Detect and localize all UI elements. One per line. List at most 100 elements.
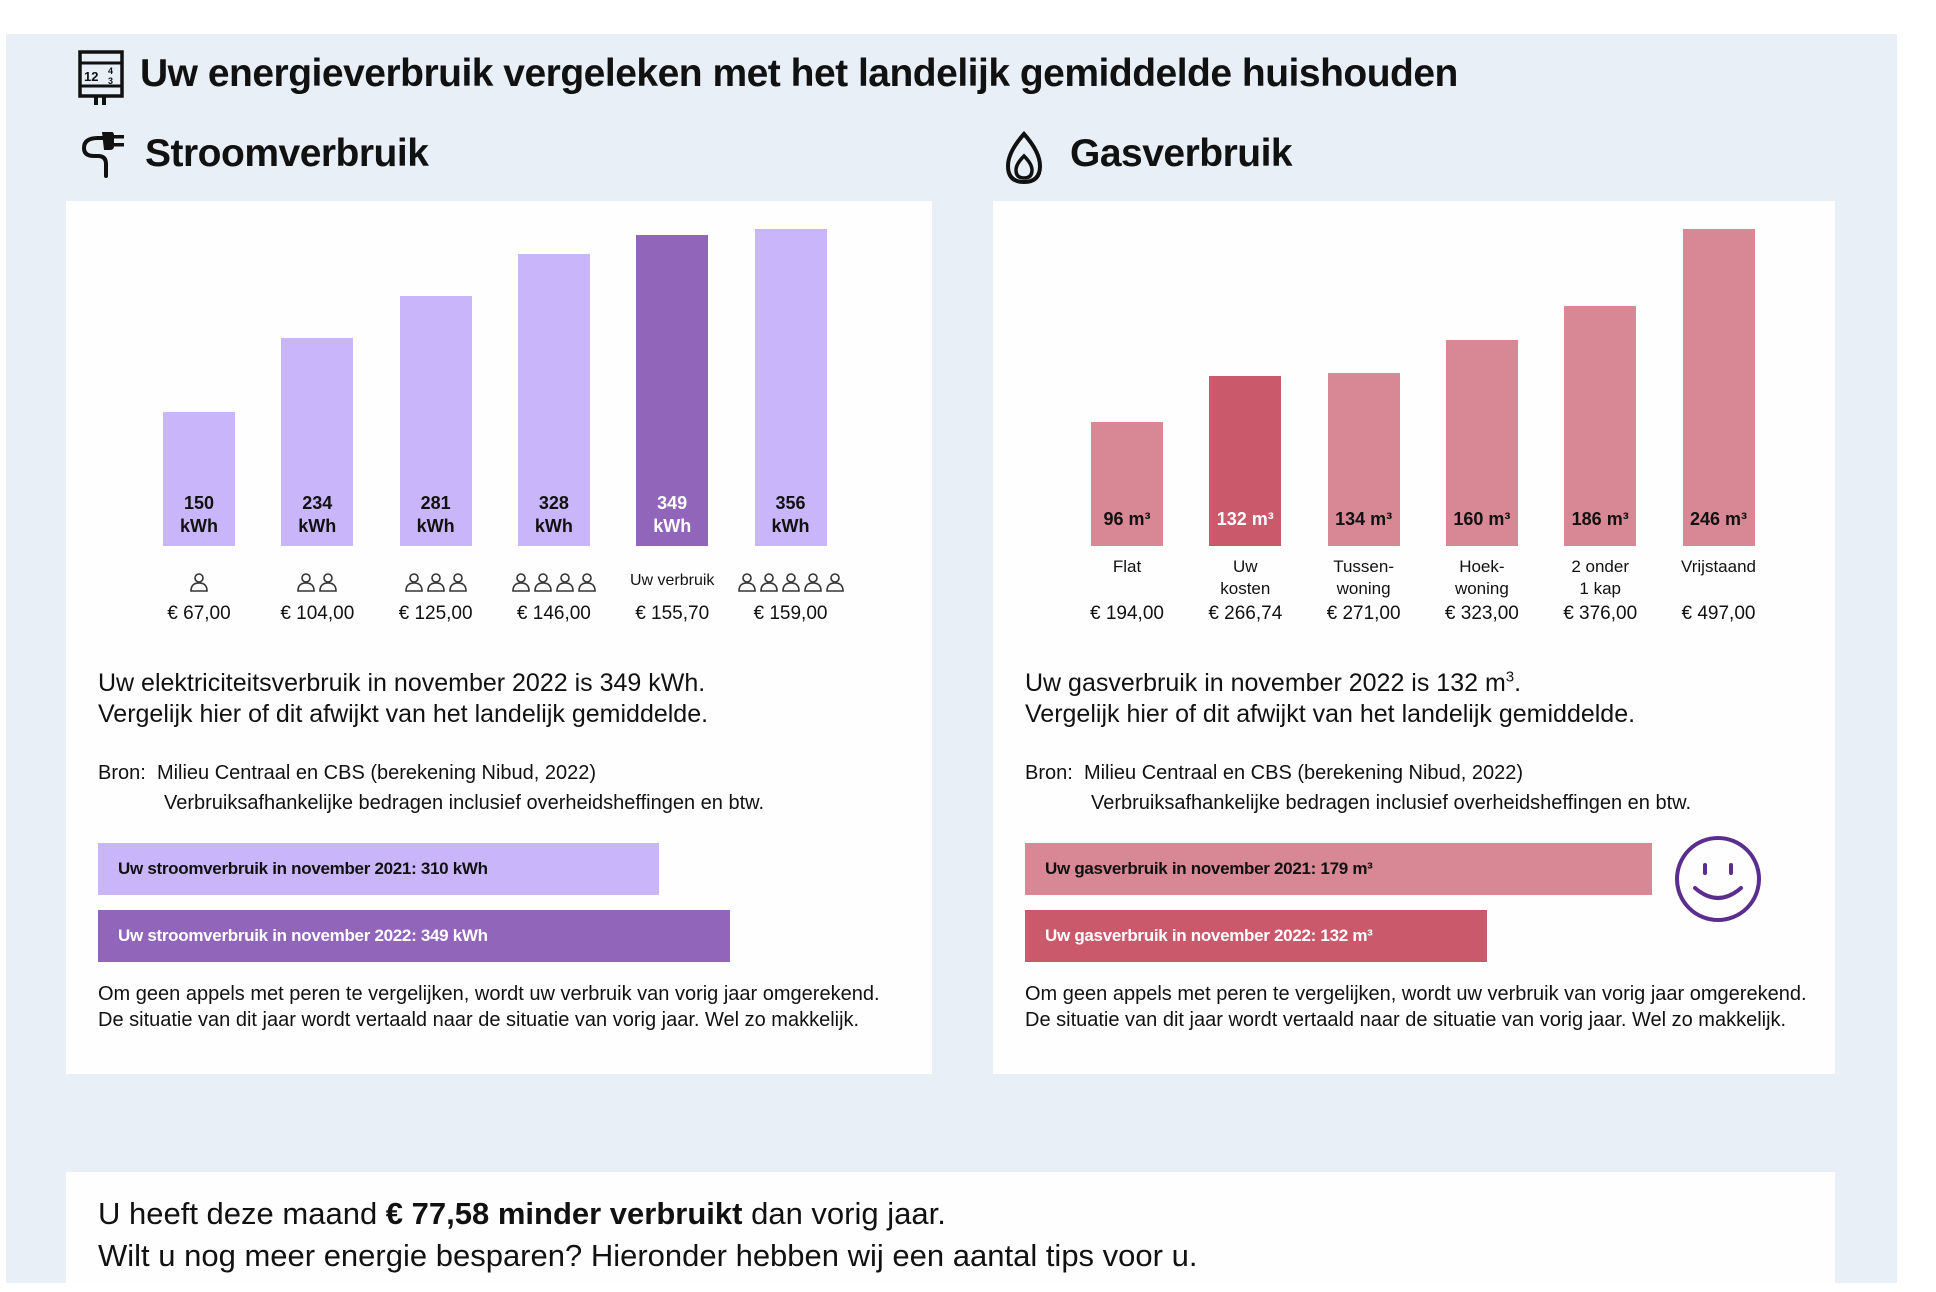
gas-compare-2021-bar: Uw gasverbruik in november 2021: 179 m³ — [1025, 843, 1652, 895]
person-icon — [190, 573, 208, 592]
person-icon — [319, 573, 338, 592]
price-label: € 376,00 — [1563, 603, 1638, 624]
person-icon — [759, 573, 778, 592]
bar-value-text: 150 — [183, 492, 215, 513]
category-label — [139, 572, 259, 594]
stroom-intro: Uw elektriciteitsverbruik in november 20… — [98, 668, 708, 730]
category-text: 1 kap — [1579, 579, 1621, 598]
category-text: Flat — [1112, 557, 1142, 576]
person-icon — [803, 573, 822, 592]
summary-line1: U heeft deze maand € 77,58 minder verbru… — [98, 1196, 946, 1232]
stroom-bar: 349 kWh — [636, 235, 709, 546]
gas-intro-end: . — [1514, 669, 1522, 697]
price-label: € 266,74 — [1208, 603, 1283, 624]
person-icon — [426, 573, 445, 592]
person-icon — [825, 573, 844, 592]
stroom-source: Bron: Milieu Centraal en CBS (berekening… — [98, 758, 764, 818]
price-label: € 104,00 — [280, 603, 355, 624]
bar-value-text: kWh — [416, 515, 455, 536]
summary-savings: € 77,58 minder verbruikt — [385, 1196, 743, 1231]
summary-box: U heeft deze maand € 77,58 minder verbru… — [66, 1172, 1835, 1283]
bar-value-text: 356 — [775, 493, 806, 513]
person-icon — [781, 573, 800, 592]
plug-icon — [81, 132, 124, 178]
bar-value-text: kWh — [771, 516, 810, 536]
bar-value-text: kWh — [180, 515, 218, 536]
bar-value-label: 96 m³ — [1103, 508, 1151, 529]
stroom-chart: 150 kWh € 67,00 234 kWh € 104,00 281 kWh € 125,0… — [66, 201, 932, 641]
price-label: € 271,00 — [1326, 603, 1401, 624]
source-label: Bron: — [1025, 762, 1073, 784]
source-label: Bron: — [98, 762, 146, 784]
bar-value-text: 349 — [657, 492, 688, 513]
gas-note: Om geen appels met peren te vergelijken,… — [1025, 983, 1807, 1031]
category-label: Tussen-woning — [1304, 556, 1424, 600]
person-icon — [534, 573, 552, 592]
stroom-bar: 356 kWh — [754, 229, 827, 546]
price-label: € 323,00 — [1444, 603, 1519, 624]
stroom-bar: 150 kWh — [163, 412, 235, 546]
price-label: € 67,00 — [167, 603, 231, 624]
bar-value-label: 246 m³ — [1689, 509, 1748, 529]
meter-icon: 12 4 3 — [78, 50, 124, 105]
category-label: Uw kosten — [1185, 556, 1305, 600]
bar-value-label: 356 kWh — [755, 492, 827, 538]
bar-value-label: 234 kWh — [281, 492, 353, 538]
stroom-bar: 234 kWh — [281, 337, 354, 546]
smiley-icon — [1675, 836, 1761, 922]
person-icon — [737, 573, 756, 592]
gas-intro-line1: Uw gasverbruik in november 2022 is 132 m… — [1025, 668, 1635, 699]
category-label — [731, 572, 851, 594]
category-label — [376, 572, 496, 594]
price-label: € 125,00 — [398, 603, 473, 624]
person-icon — [448, 573, 467, 592]
gas-bar: 160 m³ — [1445, 339, 1518, 546]
category-label: Flat — [1067, 556, 1187, 578]
source-line2: Verbruiksafhankelijke bedragen inclusief… — [164, 792, 765, 814]
bar-value-label: 160 m³ — [1453, 508, 1511, 529]
price-label: € 155,70 — [635, 603, 710, 624]
stroom-bar: 328 kWh — [517, 253, 590, 546]
bar-value-text: 328 — [538, 492, 569, 513]
bar-value-text: kWh — [653, 515, 692, 536]
svg-text:3: 3 — [108, 76, 113, 86]
category-label: 2 onder 1 kap — [1540, 556, 1660, 600]
category-text: kosten — [1220, 579, 1271, 598]
bar-value-label: 349 kWh — [636, 492, 708, 538]
person-icon — [512, 573, 530, 592]
category-text: Uw — [1233, 557, 1258, 576]
category-text: woning — [1454, 579, 1509, 598]
bar-value-label: 150 kWh — [163, 492, 235, 538]
gas-source: Bron: Milieu Centraal en CBS (berekening… — [1025, 758, 1691, 818]
category-text: Hoek- — [1459, 557, 1505, 576]
stroom-compare-2022-bar: Uw stroomverbruik in november 2022: 349 … — [98, 910, 730, 962]
gas-intro-line2: Vergelijk hier of dit afwijkt van het la… — [1025, 700, 1636, 728]
stroom-intro-line2: Vergelijk hier of dit afwijkt van het la… — [98, 700, 709, 728]
gas-chart: 96 m³ Flat € 194,00 132 m³ Uw kosten € 266,74 1… — [993, 201, 1835, 641]
category-text: 2 onder — [1571, 557, 1630, 576]
price-label: € 146,00 — [516, 603, 591, 624]
person-icon — [556, 573, 574, 592]
gas-intro-text: Uw gasverbruik in november 2022 is 132 m — [1025, 669, 1506, 697]
bar-value-text: kWh — [534, 515, 573, 536]
bar-value-label: 328 kWh — [518, 492, 590, 538]
price-label: € 497,00 — [1681, 603, 1756, 624]
summary-pre: U heeft deze maand — [98, 1196, 386, 1231]
source-line2: Verbruiksafhankelijke bedragen inclusief… — [1091, 792, 1692, 814]
stroom-intro-line1: Uw elektriciteitsverbruik in november 20… — [98, 669, 706, 697]
category-label — [257, 572, 377, 594]
category-label — [494, 572, 614, 594]
gas-compare-2022-bar: Uw gasverbruik in november 2022: 132 m³ — [1025, 910, 1488, 962]
summary-line2: Wilt u nog meer energie besparen? Hieron… — [98, 1238, 1198, 1273]
source-line1: Milieu Centraal en CBS (berekening Nibud… — [156, 762, 597, 784]
bar-value-label: 132 m³ — [1216, 508, 1274, 529]
price-label: € 159,00 — [753, 603, 828, 624]
category-label: Uw verbruik — [612, 572, 732, 594]
bar-value-label: 134 m³ — [1335, 508, 1393, 529]
gas-bar: 132 m³ — [1209, 375, 1282, 546]
person-icon — [297, 573, 316, 592]
gas-bar: 96 m³ — [1091, 422, 1163, 546]
price-label: € 194,00 — [1090, 603, 1164, 624]
category-text: woning — [1336, 579, 1391, 598]
gas-bar: 134 m³ — [1327, 373, 1400, 546]
